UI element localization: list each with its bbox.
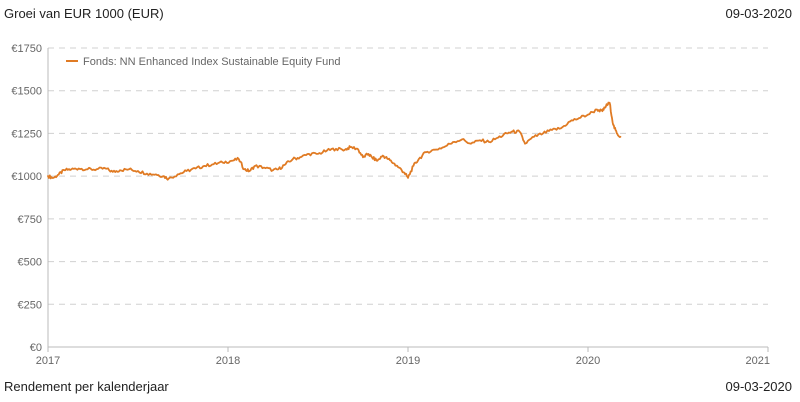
legend: Fonds: NN Enhanced Index Sustainable Equ… [66, 56, 340, 68]
section-title: Rendement per kalenderjaar [4, 379, 169, 394]
series-line [47, 101, 622, 181]
x-tick-label: 2019 [396, 355, 420, 367]
y-tick-label: €500 [18, 257, 42, 269]
x-tick-label: 2017 [36, 355, 60, 367]
chart-date: 09-03-2020 [725, 6, 793, 21]
axes [47, 48, 769, 352]
y-tick-label: €0 [30, 342, 42, 354]
y-tick-label: €750 [18, 214, 42, 226]
y-tick-label: €1750 [11, 43, 42, 55]
chart-title: Groei van EUR 1000 (EUR) [4, 6, 164, 21]
section-date: 09-03-2020 [725, 379, 793, 394]
x-tick-label: 2018 [216, 355, 240, 367]
y-tick-label: €1500 [11, 86, 42, 98]
x-tick-label: 2020 [576, 355, 600, 367]
series [47, 101, 622, 181]
legend-label: Fonds: NN Enhanced Index Sustainable Equ… [83, 56, 340, 68]
y-tick-label: €1250 [11, 128, 42, 140]
y-tick-label: €250 [18, 299, 42, 311]
y-tick-label: €1000 [11, 171, 42, 183]
grid-lines [48, 47, 768, 305]
x-tick-label: 2021 [746, 355, 770, 367]
tick-labels: €0 €250 €500 €750 €1000 €1250 €1500 €1750 2017 20… [11, 43, 770, 367]
